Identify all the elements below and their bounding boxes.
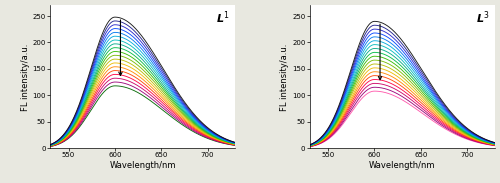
X-axis label: Wavelength/nm: Wavelength/nm: [369, 161, 436, 170]
Y-axis label: FL intensity/a.u.: FL intensity/a.u.: [20, 43, 30, 111]
Text: L$^3$: L$^3$: [476, 10, 490, 26]
Text: L$^1$: L$^1$: [216, 10, 230, 26]
Y-axis label: FL intensity/a.u.: FL intensity/a.u.: [280, 43, 289, 111]
X-axis label: Wavelength/nm: Wavelength/nm: [110, 161, 176, 170]
